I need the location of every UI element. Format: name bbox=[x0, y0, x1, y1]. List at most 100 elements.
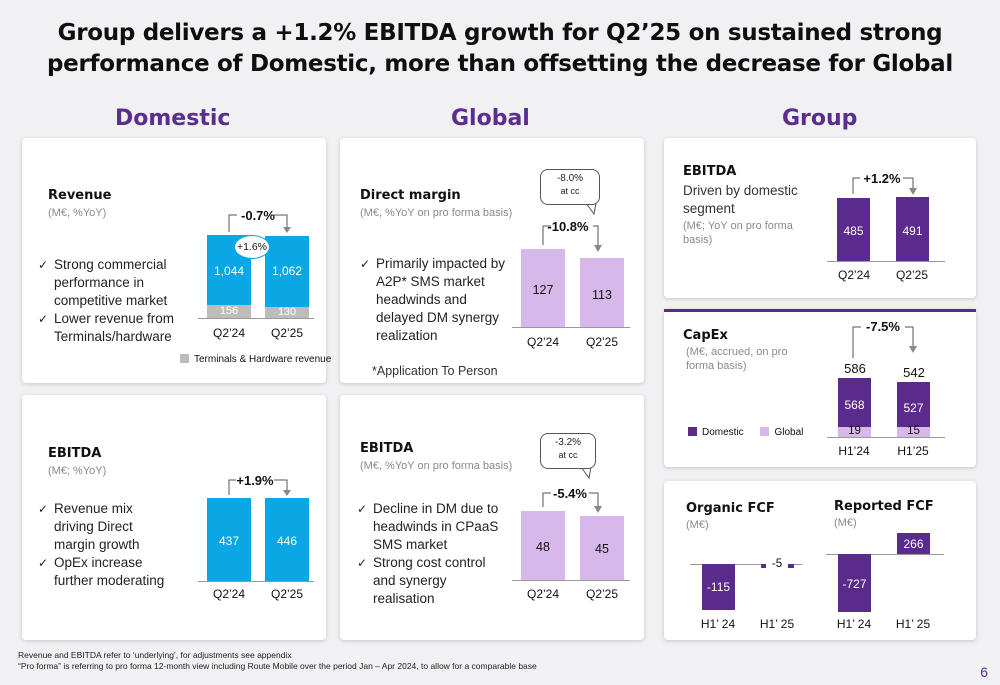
capex-domestic-bar-h125 bbox=[897, 382, 930, 427]
legend-swatch bbox=[760, 427, 770, 436]
cc-callout: -8.0% at cc bbox=[540, 169, 600, 205]
bar-value: 437 bbox=[218, 534, 240, 548]
note-line: forma basis) bbox=[686, 360, 747, 372]
x-label: Q2’25 bbox=[270, 587, 304, 601]
footnote-1: Revenue and EBITDA refer to ‘underlying’… bbox=[18, 650, 292, 660]
bar-value: 446 bbox=[276, 534, 298, 548]
growth-label: -0.7% bbox=[241, 208, 275, 223]
note-line: basis) bbox=[683, 234, 713, 246]
legend-swatch bbox=[688, 427, 697, 436]
group-capex-note: (M€, accrued, on pro forma basis) bbox=[686, 345, 788, 373]
bar-value: -727 bbox=[842, 577, 867, 591]
global-ebitda-bullets: Decline in DM due to headwinds in CPaaS … bbox=[357, 500, 502, 608]
growth-bracket bbox=[228, 479, 291, 496]
bar-value: 527 bbox=[903, 401, 924, 415]
hw-legend: Terminals & Hardware revenue bbox=[180, 354, 331, 365]
domestic-heading: Domestic bbox=[115, 106, 231, 131]
legend-label: Domestic bbox=[702, 427, 744, 438]
reported-fcf-bar-h125 bbox=[897, 533, 930, 554]
bullet: Lower revenue from Terminals/hardware bbox=[38, 310, 188, 346]
global-margin-title: Direct margin bbox=[360, 188, 461, 203]
axis-line bbox=[826, 554, 944, 555]
note-line: (M€, accrued, on pro bbox=[686, 346, 788, 358]
slide-title-line2: performance of Domestic, more than offse… bbox=[46, 51, 953, 77]
x-label: Q2’25 bbox=[270, 326, 304, 340]
global-ebitda-title: EBITDA bbox=[360, 441, 414, 456]
capex-domestic-bar-h124 bbox=[838, 378, 871, 427]
organic-fcf-bar-h124 bbox=[702, 564, 735, 610]
bar-value: 1,044 bbox=[213, 264, 245, 278]
organic-fcf-title: Organic FCF bbox=[686, 501, 775, 516]
x-label: H1’ 25 bbox=[895, 617, 931, 631]
footnote-2: “Pro forma” is referring to pro forma 12… bbox=[18, 661, 537, 671]
bar-value: 266 bbox=[903, 537, 924, 551]
legend-label: Global bbox=[774, 427, 804, 438]
bar-value: 491 bbox=[902, 224, 923, 238]
reported-fcf-title: Reported FCF bbox=[834, 499, 934, 514]
callout-sub: at cc bbox=[560, 186, 580, 196]
bar-value: 48 bbox=[536, 540, 550, 554]
growth-label: -5.4% bbox=[553, 486, 587, 501]
capex-global-bar-h124 bbox=[838, 427, 871, 437]
domestic-ebitda-subtitle: (M€; %YoY) bbox=[48, 465, 107, 477]
axis-line bbox=[827, 437, 945, 438]
callout-value: -3.2% bbox=[554, 437, 582, 448]
inner-growth-badge: +1.6% bbox=[234, 235, 270, 259]
growth-bracket bbox=[542, 466, 602, 513]
total-value: 542 bbox=[903, 365, 925, 380]
global-margin-bullets: Primarily impacted by A2P* SMS market he… bbox=[360, 255, 510, 345]
x-label: Q2’24 bbox=[526, 335, 560, 349]
bar-value: 1,062 bbox=[271, 264, 303, 278]
bullet: Revenue mix driving Direct margin growth bbox=[38, 500, 168, 554]
subtitle-line: Driven by domestic bbox=[683, 183, 798, 198]
global-ebitda-subtitle: (M€, %YoY on pro forma basis) bbox=[360, 460, 513, 472]
domestic-revenue-title: Revenue bbox=[48, 188, 112, 203]
ebitda-bar-q225 bbox=[265, 498, 309, 581]
growth-bracket bbox=[228, 214, 291, 233]
growth-bracket bbox=[852, 177, 917, 195]
bar-value: 485 bbox=[843, 224, 864, 238]
bar-value: -115 bbox=[706, 580, 731, 594]
callout-sub: at cc bbox=[558, 450, 578, 460]
x-label: Q2’24 bbox=[212, 587, 246, 601]
domestic-revenue-subtitle: (M€, %YoY) bbox=[48, 207, 107, 219]
x-label: Q2’24 bbox=[212, 326, 246, 340]
axis-line bbox=[512, 580, 630, 581]
bar-value: -5 bbox=[766, 557, 788, 571]
growth-bracket bbox=[852, 326, 917, 358]
axis-line bbox=[827, 261, 945, 262]
group-ebitda-subtitle: Driven by domestic segment bbox=[683, 182, 798, 218]
group-fcf-panel bbox=[664, 481, 976, 640]
bullet: OpEx increase further moderating bbox=[38, 554, 168, 590]
margin-bar-q224 bbox=[521, 249, 565, 327]
bullet: Strong cost control and synergy realisat… bbox=[357, 554, 502, 608]
revenue-bar-q225 bbox=[265, 236, 309, 307]
x-label: H1’ 24 bbox=[700, 617, 736, 631]
growth-label: -7.5% bbox=[866, 319, 900, 334]
callout-value: -8.0% bbox=[556, 173, 584, 184]
slide-title: Group delivers a +1.2% EBITDA growth for… bbox=[20, 18, 980, 80]
revenue-hw-bar-q224 bbox=[207, 305, 251, 318]
hw-bar-value: 130 bbox=[277, 306, 297, 318]
axis-line bbox=[512, 327, 630, 328]
group-ebitda-note: (M€; YoY on pro forma basis) bbox=[683, 219, 793, 247]
bar-value: 568 bbox=[844, 398, 865, 412]
group-ebitda-bar-q225 bbox=[896, 197, 929, 261]
growth-label: -10.8% bbox=[547, 219, 589, 234]
x-label: H1’25 bbox=[897, 444, 929, 458]
capex-global-bar-h125 bbox=[897, 427, 930, 437]
capex-legend: Domestic Global bbox=[688, 427, 803, 438]
global-heading: Global bbox=[451, 106, 530, 131]
x-label: H1’ 25 bbox=[759, 617, 795, 631]
x-label: Q2’25 bbox=[895, 268, 929, 282]
bar-value: 19 bbox=[848, 425, 861, 437]
group-ebitda-bar-q224 bbox=[837, 198, 870, 261]
x-label: Q2’25 bbox=[585, 587, 619, 601]
hw-bar-value: 156 bbox=[219, 305, 239, 317]
x-label: Q2’24 bbox=[837, 268, 871, 282]
footnote-a2p: *Application To Person bbox=[372, 364, 498, 378]
x-label: Q2’24 bbox=[526, 587, 560, 601]
growth-label: +1.2% bbox=[863, 171, 901, 186]
growth-label: +1.9% bbox=[236, 473, 274, 488]
subtitle-line: segment bbox=[683, 201, 735, 216]
